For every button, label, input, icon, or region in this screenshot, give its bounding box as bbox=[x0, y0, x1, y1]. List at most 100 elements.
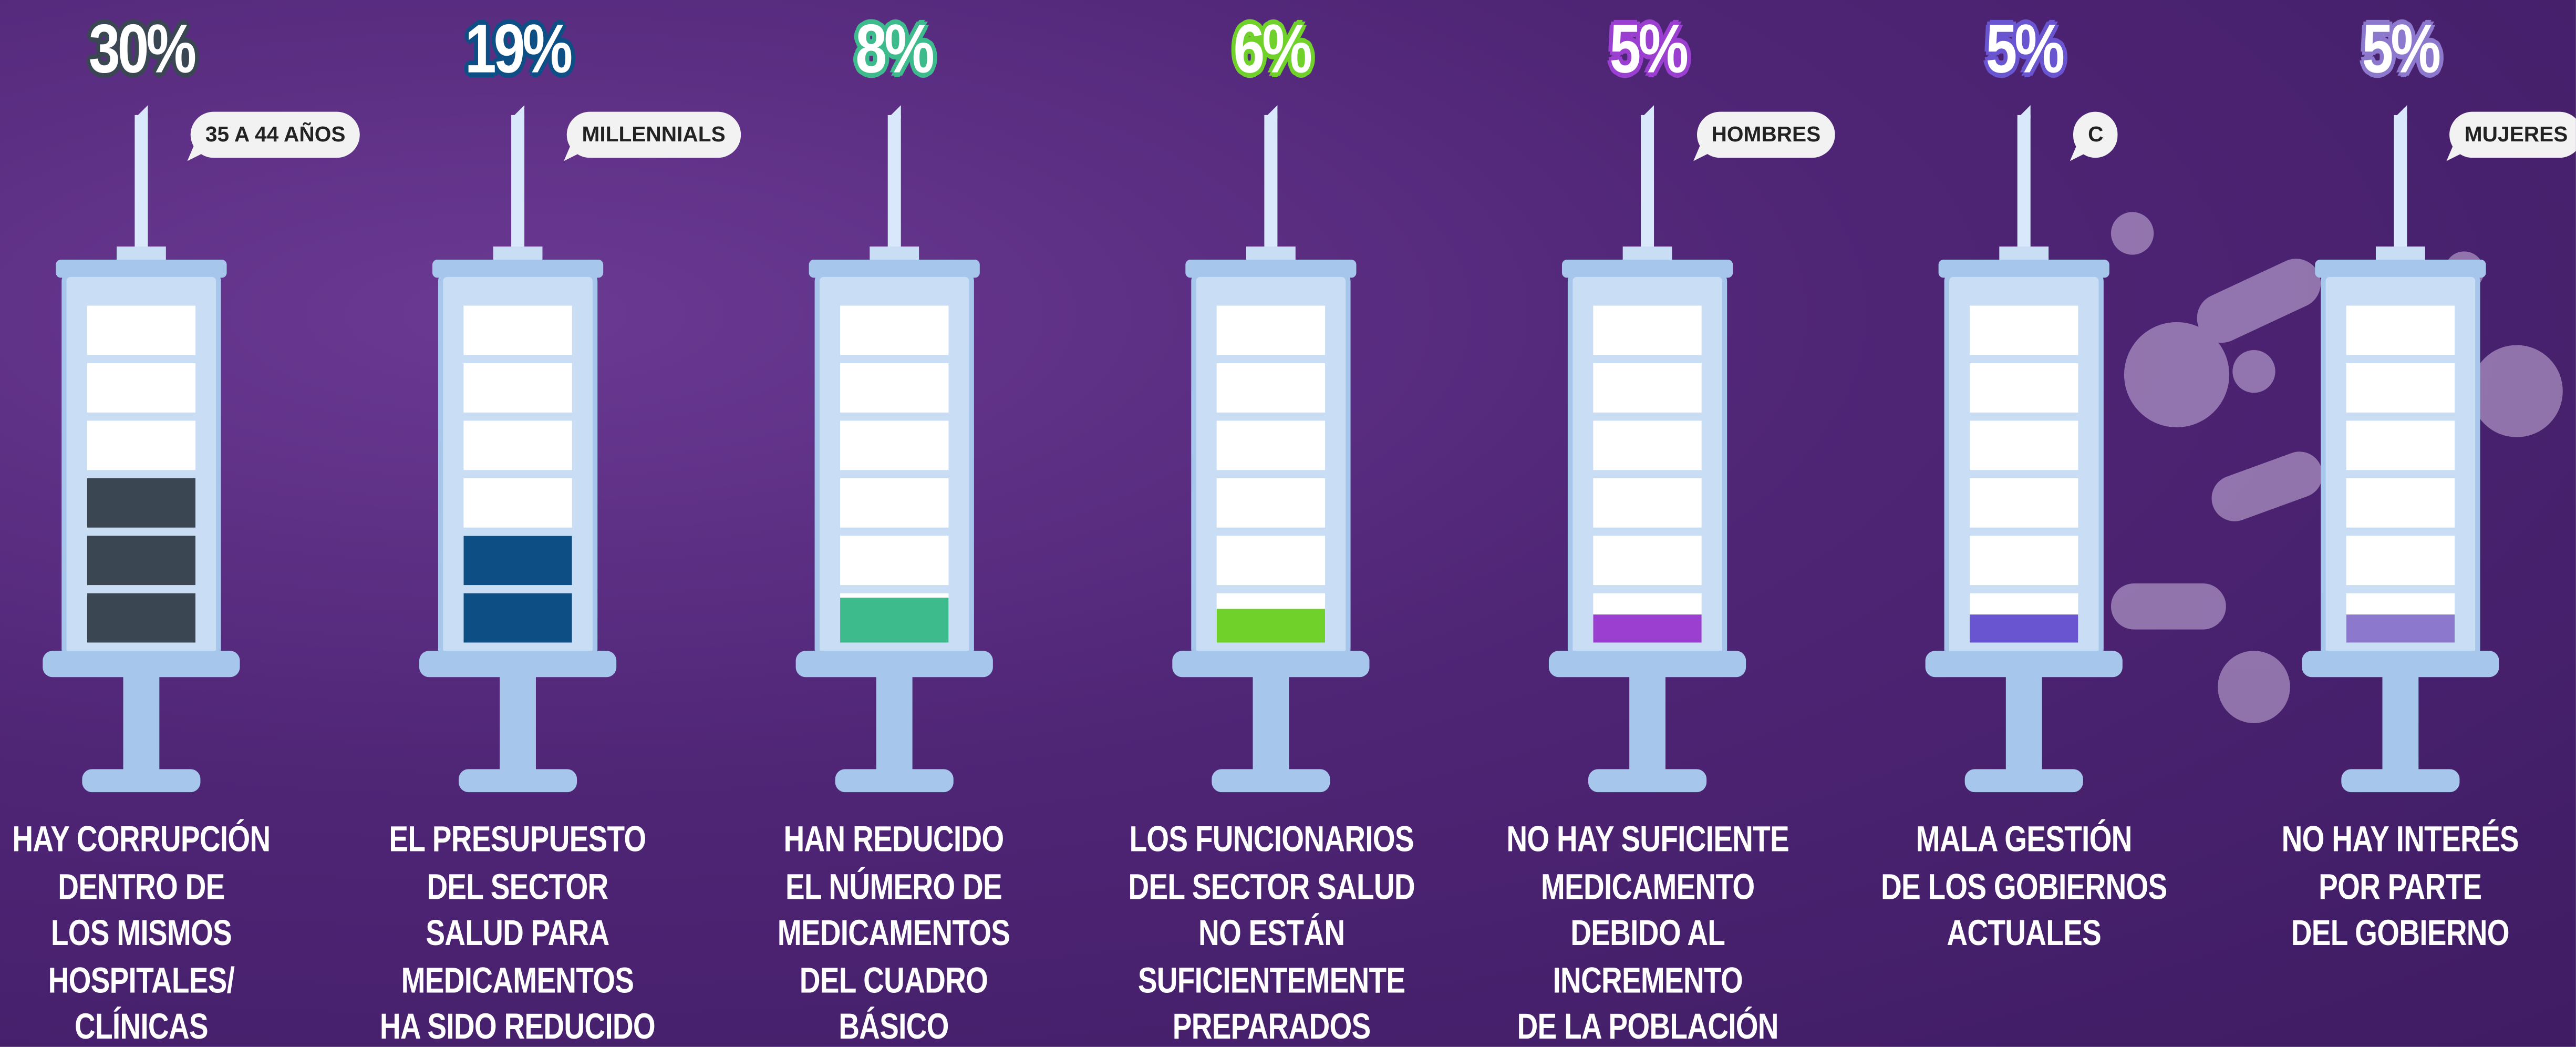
segment bbox=[1593, 478, 1701, 528]
category-label: MALA GESTIÓN DE LOS GOBIERNOS ACTUALES bbox=[1879, 817, 2168, 957]
segment bbox=[840, 363, 948, 413]
bottom-flange bbox=[796, 651, 993, 677]
segment bbox=[1593, 306, 1701, 355]
hub bbox=[493, 247, 543, 261]
segment bbox=[1970, 363, 2078, 413]
hub bbox=[1999, 247, 2049, 261]
segment bbox=[463, 306, 572, 355]
fill-level bbox=[1970, 614, 2078, 642]
segment bbox=[1970, 420, 2078, 470]
segment bbox=[1970, 478, 2078, 528]
fill-level bbox=[840, 598, 948, 642]
infographic: 30% HAY CORRUPCIÓN DENTRO DE LOS MISMOS H… bbox=[0, 0, 2576, 1047]
bottom-flange bbox=[2302, 651, 2499, 677]
value-label: 30% bbox=[34, 10, 249, 89]
plunger-rod bbox=[123, 675, 160, 774]
fill-level bbox=[1593, 614, 1701, 642]
segment bbox=[1970, 536, 2078, 585]
value-label: 5% bbox=[1539, 10, 1755, 89]
segment bbox=[463, 420, 572, 470]
plunger-rod bbox=[500, 675, 536, 774]
plunger-foot bbox=[2341, 769, 2459, 792]
category-label: HAN REDUCIDO EL NÚMERO DE MEDICAMENTOS D… bbox=[750, 817, 1039, 1047]
segment bbox=[87, 363, 195, 413]
segment bbox=[840, 478, 948, 528]
segment bbox=[1217, 536, 1325, 585]
segment bbox=[87, 306, 195, 355]
segment bbox=[463, 478, 572, 528]
hub bbox=[117, 247, 166, 261]
segment bbox=[840, 306, 948, 355]
plunger-foot bbox=[835, 769, 954, 792]
segment bbox=[840, 420, 948, 470]
needle-tip bbox=[888, 105, 901, 118]
hub bbox=[2376, 247, 2425, 261]
fill-level bbox=[87, 474, 195, 642]
needle bbox=[1641, 115, 1654, 250]
tag-bubble: MILLENNIALS bbox=[567, 112, 740, 158]
category-label: HAY CORRUPCIÓN DENTRO DE LOS MISMOS HOSP… bbox=[0, 817, 286, 1047]
segment bbox=[1217, 478, 1325, 528]
fill-level bbox=[2346, 614, 2455, 642]
hub bbox=[1623, 247, 1672, 261]
category-label: EL PRESUPUESTO DEL SECTOR SALUD PARA MED… bbox=[373, 817, 662, 1047]
plunger-foot bbox=[459, 769, 577, 792]
page: {"chart_data": {"type": "bar", "categori… bbox=[0, 0, 2576, 1047]
segment bbox=[2346, 363, 2455, 413]
segment bbox=[2346, 306, 2455, 355]
segment bbox=[1217, 363, 1325, 413]
category-label: NO HAY INTERÉS POR PARTE DEL GOBIERNO bbox=[2256, 817, 2545, 957]
segment bbox=[1593, 420, 1701, 470]
needle bbox=[135, 115, 148, 250]
needle-tip bbox=[135, 105, 148, 118]
segment bbox=[2346, 536, 2455, 585]
plunger-rod bbox=[2006, 675, 2042, 774]
tag-bubble: MUJERES bbox=[2450, 112, 2576, 158]
plunger-foot bbox=[1588, 769, 1706, 792]
tag-bubble: C bbox=[2073, 112, 2118, 158]
bottom-flange bbox=[419, 651, 616, 677]
needle bbox=[511, 115, 524, 250]
tag-bubble: HOMBRES bbox=[1696, 112, 1835, 158]
segment bbox=[1217, 420, 1325, 470]
segment bbox=[1593, 363, 1701, 413]
needle bbox=[888, 115, 901, 250]
value-label: 8% bbox=[787, 10, 1002, 89]
category-label: NO HAY SUFICIENTE MEDICAMENTO DEBIDO AL … bbox=[1503, 817, 1792, 1047]
needle bbox=[1264, 115, 1277, 250]
needle-tip bbox=[1264, 105, 1277, 118]
plunger-foot bbox=[1212, 769, 1330, 792]
segment bbox=[2346, 478, 2455, 528]
segment bbox=[463, 363, 572, 413]
plunger-foot bbox=[82, 769, 200, 792]
segment bbox=[87, 420, 195, 470]
plunger-rod bbox=[876, 675, 913, 774]
segment bbox=[840, 536, 948, 585]
plunger-foot bbox=[1965, 769, 2083, 792]
bottom-flange bbox=[1549, 651, 1746, 677]
value-label: 5% bbox=[1916, 10, 2132, 89]
segment bbox=[1217, 306, 1325, 355]
segment bbox=[1593, 536, 1701, 585]
bottom-flange bbox=[43, 651, 240, 677]
value-label: 5% bbox=[2293, 10, 2508, 89]
value-label: 19% bbox=[410, 10, 625, 89]
plunger-rod bbox=[1253, 675, 1289, 774]
bottom-flange bbox=[1926, 651, 2123, 677]
needle-tip bbox=[511, 105, 524, 118]
needle-tip bbox=[1641, 105, 1654, 118]
plunger-rod bbox=[2382, 675, 2418, 774]
bottom-flange bbox=[1172, 651, 1369, 677]
needle bbox=[2018, 115, 2031, 250]
segment bbox=[2346, 420, 2455, 470]
needle-tip bbox=[2018, 105, 2031, 118]
category-label: LOS FUNCIONARIOS DEL SECTOR SALUD NO EST… bbox=[1126, 817, 1415, 1047]
hub bbox=[1246, 247, 1296, 261]
hub bbox=[870, 247, 919, 261]
plunger-rod bbox=[1629, 675, 1665, 774]
fill-level bbox=[1217, 609, 1325, 642]
segment bbox=[1970, 306, 2078, 355]
needle bbox=[2394, 115, 2407, 250]
tag-bubble: 35 A 44 AÑOS bbox=[191, 112, 360, 158]
value-label: 6% bbox=[1163, 10, 1379, 89]
